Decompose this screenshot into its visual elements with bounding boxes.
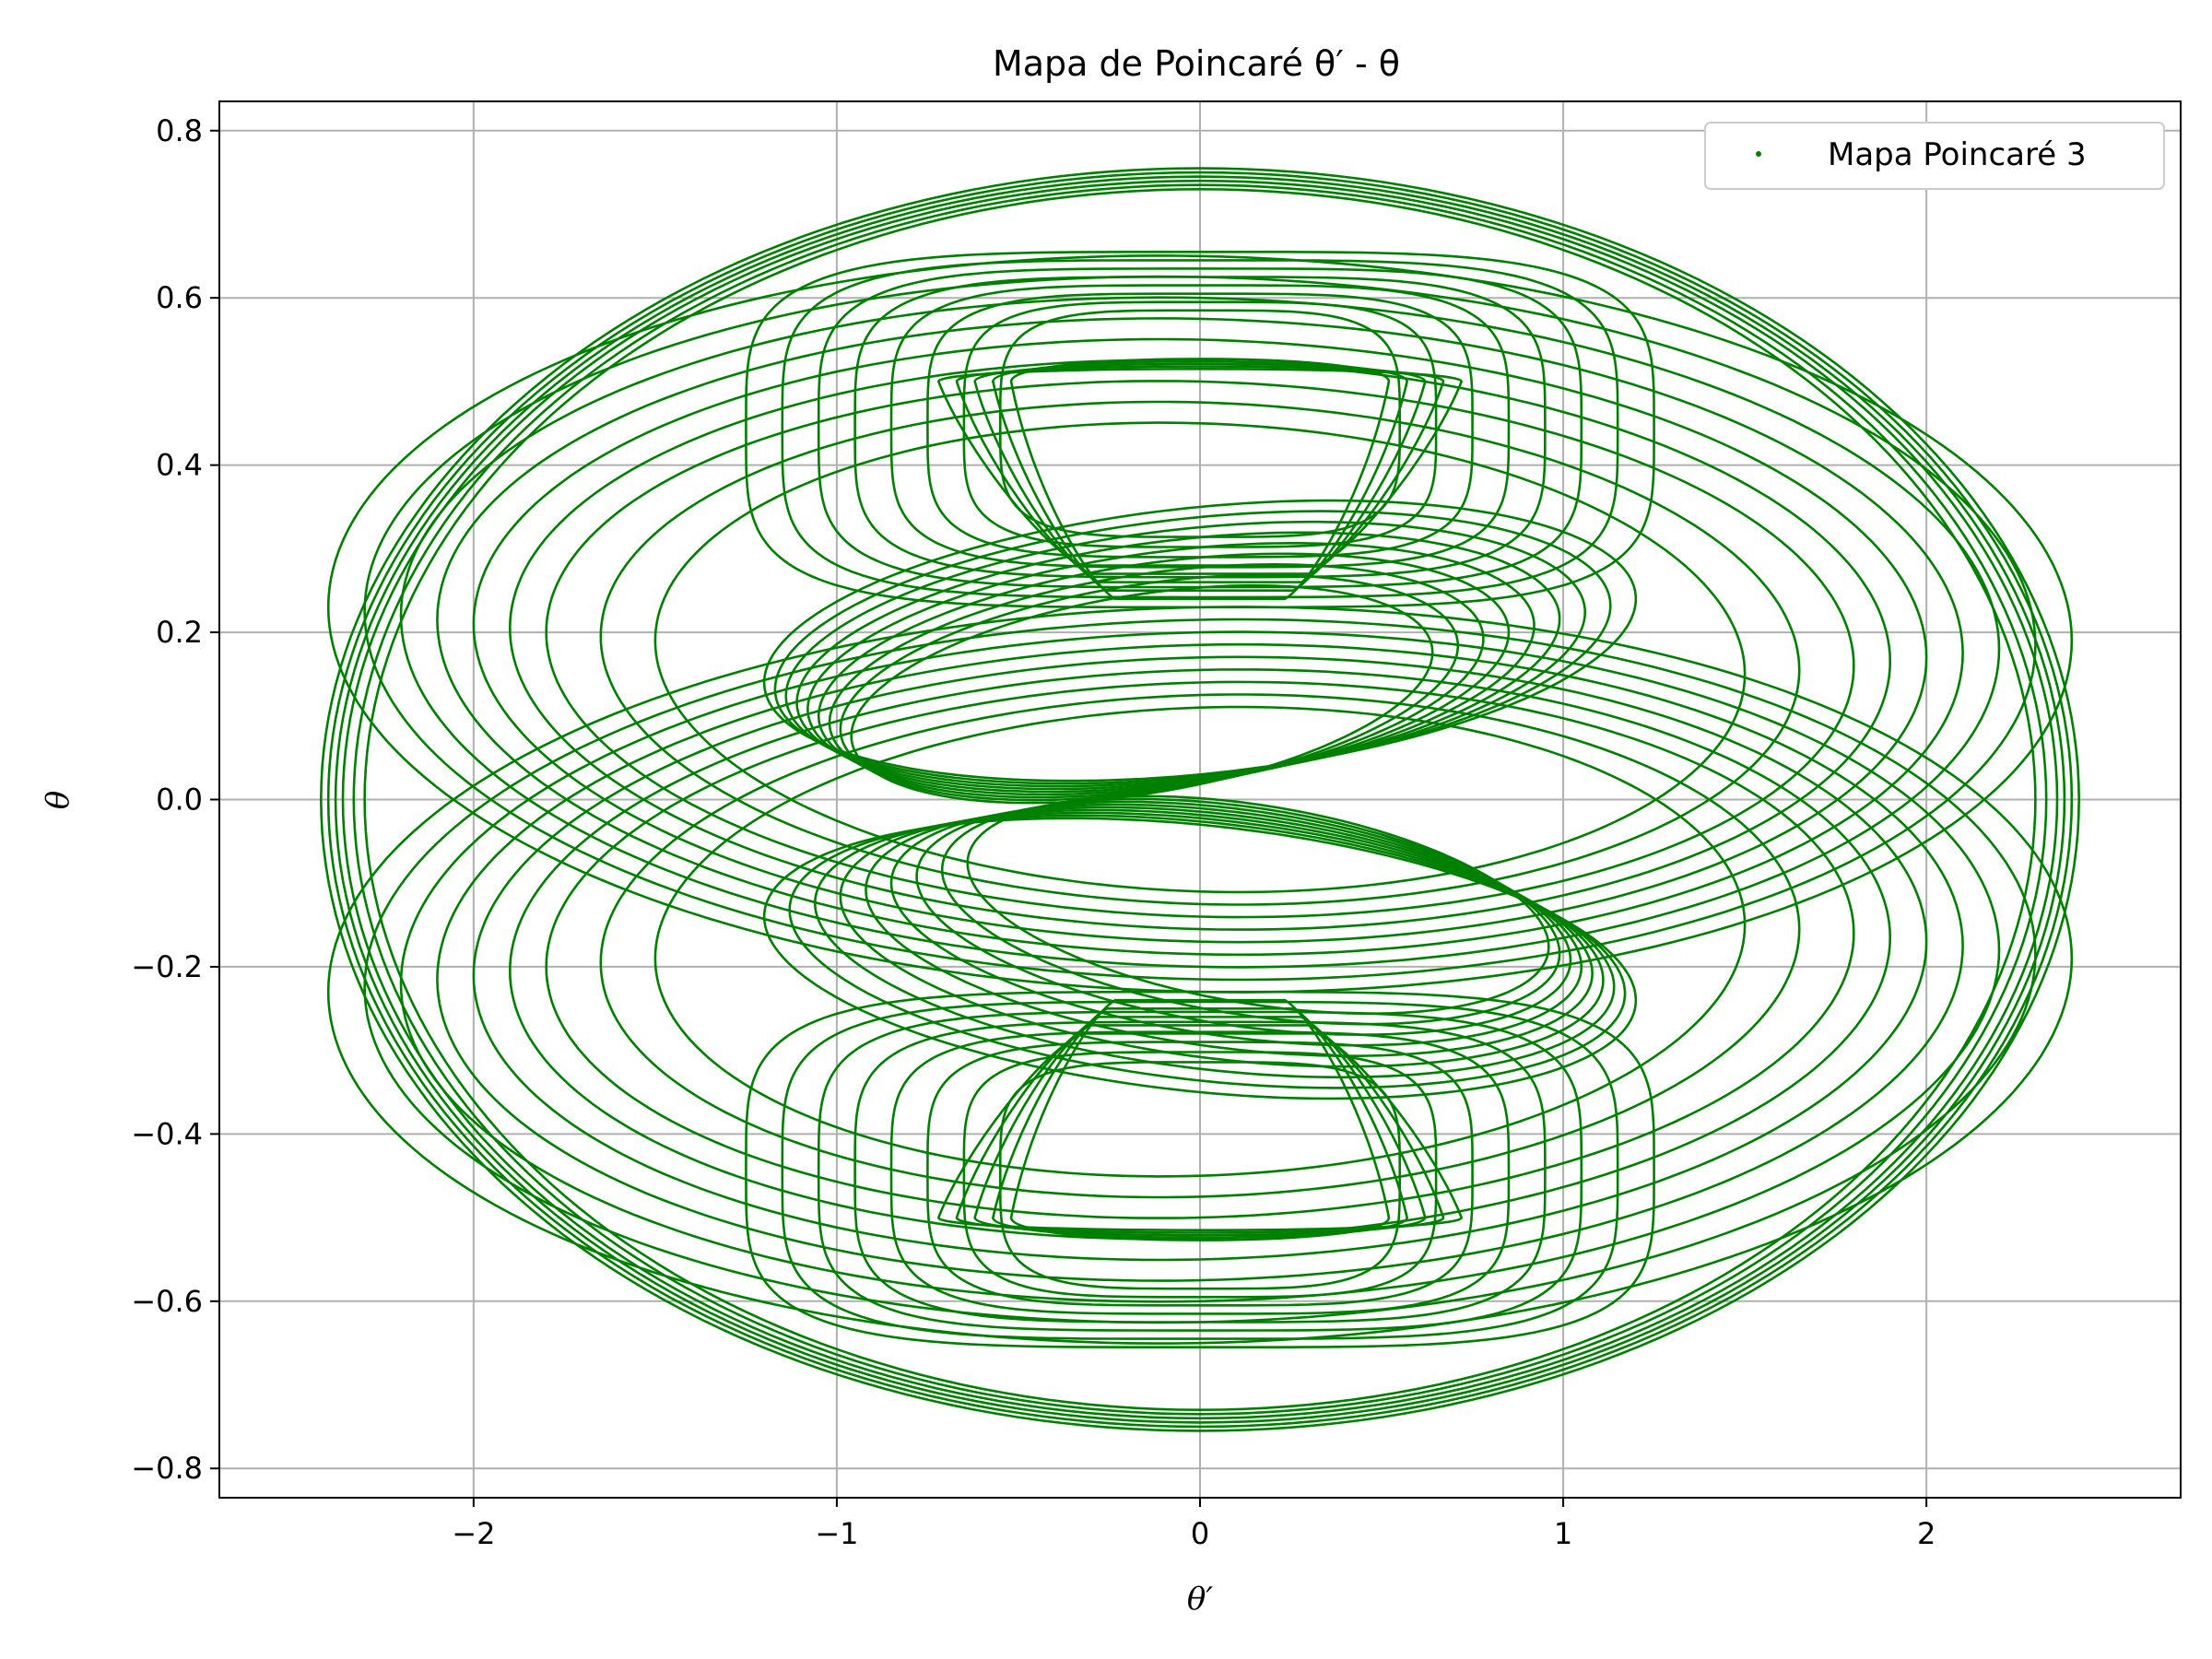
lower-band-orbit (326, 606, 2074, 1345)
inner-upper-orbit (806, 542, 1535, 794)
upper-cap-orbit (745, 251, 1655, 609)
upper-band-orbit (326, 254, 2074, 994)
lower-hourglass-orbit (936, 1032, 1464, 1231)
lower-band-orbit (436, 642, 1964, 1282)
lower-hourglass-orbit (973, 1016, 1427, 1237)
y-tick-label: 0.8 (156, 113, 203, 148)
upper-cap-orbit (926, 292, 1474, 559)
upper-cap-orbit (853, 276, 1547, 579)
y-tick-label: 0.4 (156, 448, 203, 483)
lower-cap-orbit (853, 1020, 1547, 1324)
x-tick-label: 2 (1917, 1516, 1936, 1551)
y-tick-label: −0.2 (131, 949, 203, 984)
outer-orbit (334, 175, 2066, 1424)
lower-cap-orbit (817, 1010, 1583, 1332)
upper-band-orbit (399, 296, 2001, 969)
x-axis-label: θ′ (1187, 1581, 1213, 1618)
lower-hourglass-orbit (955, 1024, 1445, 1234)
inner-upper-orbit (850, 584, 1434, 805)
x-tick-label: 0 (1191, 1516, 1209, 1551)
lower-band-orbit (545, 680, 1855, 1219)
upper-band-orbit (599, 400, 1801, 906)
inner-lower-orbit (839, 808, 1605, 1068)
lower-hourglass-orbit (1009, 998, 1391, 1241)
legend-box (1704, 122, 2165, 190)
upper-band-orbit (363, 275, 2037, 982)
outer-orbit (363, 187, 2037, 1412)
y-tick-label: −0.6 (131, 1284, 203, 1319)
upper-hourglass-orbit (955, 365, 1445, 575)
inner-upper-orbit (784, 520, 1587, 788)
lower-cap-orbit (889, 1030, 1511, 1315)
inner-upper-orbit (773, 510, 1612, 785)
outer-orbit (341, 179, 2059, 1420)
inner-lower-orbit (915, 800, 1572, 1037)
y-tick-label: 0.0 (156, 782, 203, 818)
inner-lower-orbit (889, 803, 1583, 1047)
inner-upper-orbit (762, 499, 1638, 782)
lower-band-orbit (399, 630, 2001, 1303)
lower-cap-orbit (962, 1051, 1438, 1299)
upper-cap-orbit (889, 284, 1511, 569)
upper-band-orbit (436, 317, 1964, 957)
outer-orbit (319, 167, 2081, 1432)
upper-cap-orbit (999, 309, 1401, 538)
y-tick-label: −0.8 (131, 1451, 203, 1486)
lower-hourglass-orbit (992, 1007, 1408, 1240)
series-poincare (319, 167, 2081, 1432)
lower-band-orbit (599, 693, 1801, 1199)
upper-band-orbit (472, 337, 1928, 944)
y-axis: −0.8 −0.6 −0.4 −0.2 0.0 0.2 0.4 0.6 0.8 (131, 113, 219, 1486)
lower-cap-orbit (999, 1061, 1401, 1290)
x-tick-label: −2 (452, 1516, 495, 1551)
legend: Mapa Poincaré 3 (1704, 122, 2165, 190)
upper-cap-orbit (781, 259, 1619, 599)
lower-cap-orbit (781, 1000, 1619, 1340)
lower-band-orbit (363, 618, 2037, 1324)
y-tick-label: 0.6 (156, 280, 203, 315)
inner-lower-orbit (940, 797, 1561, 1026)
lower-band-orbit (472, 655, 1928, 1262)
x-axis: −2 −1 0 1 2 (452, 1498, 1936, 1551)
upper-cap-orbit (962, 300, 1438, 548)
lower-cap-orbit (926, 1041, 1474, 1307)
outer-orbit (352, 183, 2048, 1416)
upper-hourglass-orbit (973, 362, 1427, 583)
y-tick-label: −0.4 (131, 1116, 203, 1151)
y-tick-label: 0.2 (156, 615, 203, 650)
x-tick-label: −1 (815, 1516, 858, 1551)
upper-hourglass-orbit (992, 359, 1408, 593)
inner-lower-orbit (813, 811, 1616, 1079)
upper-band-orbit (545, 380, 1855, 919)
inner-upper-orbit (795, 531, 1561, 791)
outer-orbit (326, 171, 2074, 1429)
upper-cap-orbit (817, 267, 1583, 589)
inner-lower-orbit (966, 794, 1550, 1015)
x-tick-label: 1 (1554, 1516, 1572, 1551)
lower-cap-orbit (745, 990, 1655, 1348)
upper-hourglass-orbit (936, 368, 1464, 567)
inner-lower-orbit (865, 806, 1594, 1057)
y-axis-label: θ (40, 791, 76, 809)
legend-marker (1756, 151, 1761, 157)
inner-lower-orbit (762, 817, 1638, 1100)
legend-label: Mapa Poincaré 3 (1828, 136, 2087, 173)
upper-hourglass-orbit (1009, 358, 1391, 601)
chart-title: Mapa de Poincaré θ′ - θ (993, 43, 1400, 84)
